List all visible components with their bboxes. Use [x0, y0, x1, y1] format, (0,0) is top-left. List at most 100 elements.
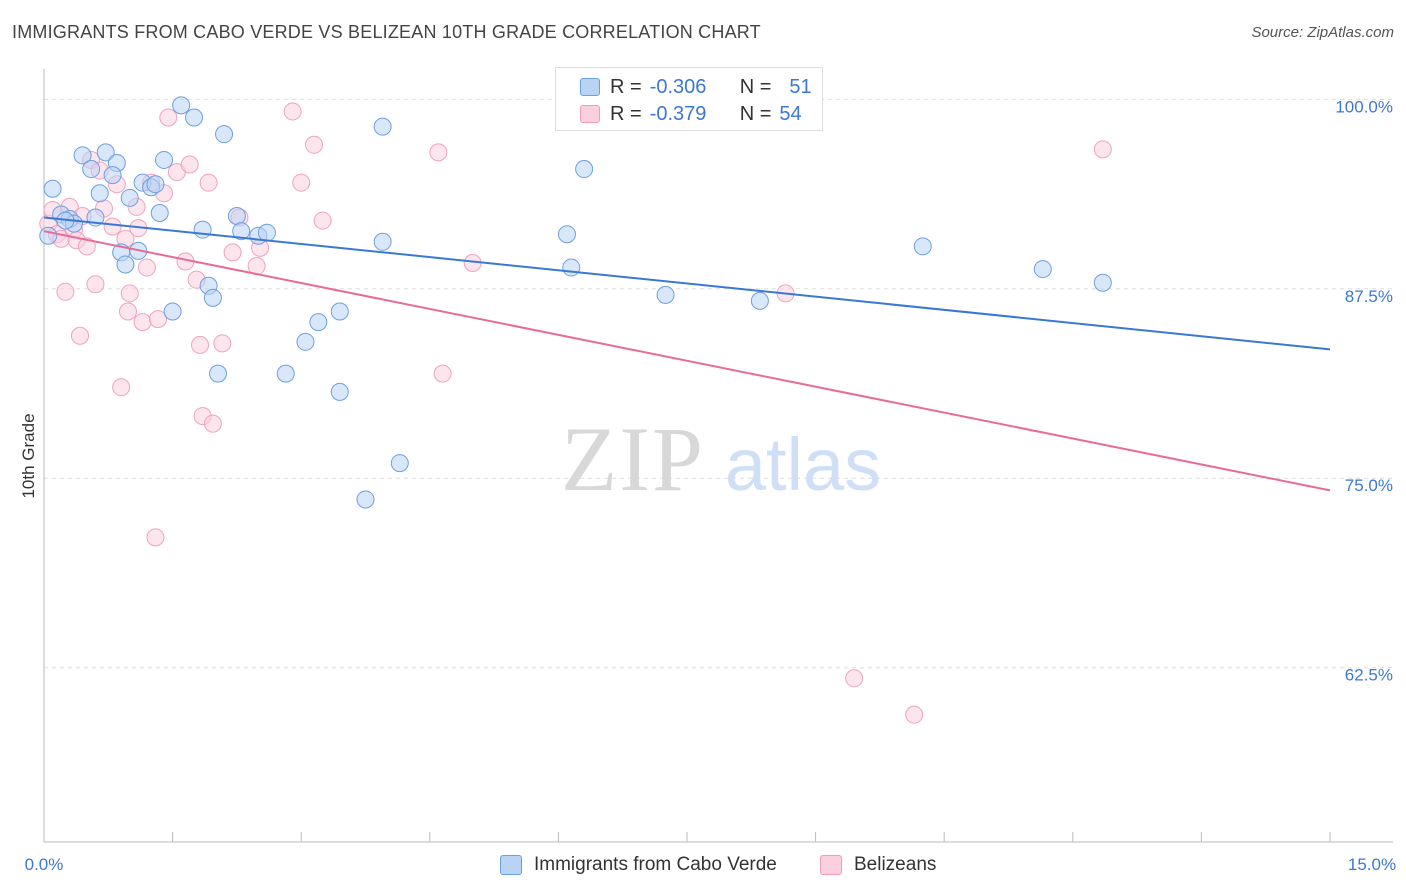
- cabo-verde-point: [203, 288, 222, 307]
- cabo-verde-point: [120, 188, 139, 207]
- series-legend: Immigrants from Cabo Verde Belizeans: [0, 852, 1406, 878]
- cabo-verde-point: [1033, 260, 1052, 279]
- cabo-verde-point: [913, 237, 932, 256]
- cabo-verde-point: [185, 108, 204, 127]
- belizeans-point: [159, 108, 178, 127]
- legend-row-cabo-verde: R = -0.306 N = 51: [580, 74, 812, 100]
- gridlines: [44, 98, 1393, 669]
- cabo-verde-points: [39, 96, 1112, 509]
- source-label: Source: ZipAtlas.com: [1251, 24, 1394, 41]
- cabo-verde-point: [750, 291, 769, 310]
- legend-item-cabo-verde: Immigrants from Cabo Verde: [500, 852, 777, 878]
- belizeans-point: [305, 135, 324, 154]
- watermark-zip: ZIP: [561, 408, 705, 510]
- blue-swatch: [580, 78, 600, 96]
- legend-row-belizeans: R = -0.379 N = 54: [580, 101, 802, 127]
- r-label: R =: [610, 75, 642, 98]
- belizeans-point: [1093, 140, 1112, 159]
- y-axis-label: 10th Grade: [19, 413, 38, 498]
- cabo-verde-point: [43, 179, 62, 198]
- cabo-verde-point: [373, 232, 392, 251]
- belizeans-point: [223, 243, 242, 262]
- belizeans-point: [146, 528, 165, 547]
- cabo-verde-point: [215, 125, 234, 144]
- r-value: -0.306: [649, 75, 707, 98]
- belizeans-point: [845, 669, 864, 688]
- cabo-verde-point: [209, 364, 228, 383]
- belizeans-point: [292, 173, 311, 192]
- cabo-verde-point: [309, 313, 328, 332]
- x-tick-label: 15.0%: [1348, 855, 1396, 874]
- y-tick-label: 75.0%: [1345, 476, 1393, 495]
- legend-item-belizeans: Belizeans: [820, 852, 936, 878]
- belizeans-point: [120, 284, 139, 303]
- cabo-verde-point: [155, 150, 174, 169]
- axes: [43, 69, 1393, 843]
- legend-label-cabo-verde: Immigrants from Cabo Verde: [534, 854, 777, 875]
- belizeans-point: [71, 326, 90, 345]
- cabo-verde-point: [330, 302, 349, 321]
- cabo-verde-point: [356, 490, 375, 509]
- cabo-verde-point: [562, 258, 581, 277]
- cabo-verde-point: [103, 166, 122, 185]
- belizeans-trendline: [43, 230, 1331, 492]
- y-tick-label: 87.5%: [1345, 287, 1393, 306]
- belizeans-point: [133, 313, 152, 332]
- cabo-verde-point: [96, 143, 115, 162]
- belizeans-point: [180, 155, 199, 174]
- n-value: 51: [789, 75, 812, 98]
- cabo-verde-point: [330, 382, 349, 401]
- belizeans-point: [149, 310, 168, 329]
- cabo-verde-point: [276, 364, 295, 383]
- cabo-verde-point: [146, 175, 165, 194]
- cabo-verde-point: [39, 226, 58, 245]
- cabo-verde-point: [193, 220, 212, 239]
- n-label: N =: [739, 102, 772, 125]
- belizeans-point: [137, 258, 156, 277]
- n-value: 54: [779, 102, 802, 125]
- r-value: -0.379: [649, 102, 707, 125]
- belizeans-point: [86, 275, 105, 294]
- belizeans-point: [56, 282, 75, 301]
- cabo-verde-point: [390, 454, 409, 473]
- belizeans-point: [213, 334, 232, 353]
- n-label: N =: [739, 75, 772, 98]
- cabo-verde-point: [296, 332, 315, 351]
- cabo-verde-point: [232, 222, 251, 241]
- cabo-verde-point: [656, 285, 675, 304]
- pink-swatch: [580, 105, 600, 123]
- cabo-verde-point: [1093, 273, 1112, 292]
- belizeans-point: [429, 143, 448, 162]
- belizeans-point: [203, 414, 222, 433]
- cabo-verde-point: [575, 160, 594, 179]
- r-label: R =: [610, 102, 642, 125]
- cabo-verde-point: [163, 302, 182, 321]
- belizeans-point: [283, 102, 302, 121]
- belizeans-point: [77, 237, 96, 256]
- blue-swatch: [500, 855, 522, 875]
- cabo-verde-point: [172, 96, 191, 115]
- stats-legend: R = -0.306 N = 51 R = -0.379 N = 54: [555, 67, 823, 131]
- trendlines: [43, 216, 1331, 492]
- belizeans-point: [103, 217, 122, 236]
- cabo-verde-point: [227, 207, 246, 226]
- belizeans-point: [905, 705, 924, 724]
- cabo-verde-trendline: [43, 216, 1331, 351]
- cabo-verde-point: [73, 146, 92, 165]
- belizeans-point: [433, 364, 452, 383]
- cabo-verde-point: [557, 225, 576, 244]
- watermark-atlas: atlas: [725, 423, 881, 506]
- chart-title: IMMIGRANTS FROM CABO VERDE VS BELIZEAN 1…: [12, 22, 761, 42]
- cabo-verde-point: [373, 117, 392, 136]
- y-tick-labels: 100.0% 87.5% 75.0% 62.5%: [1335, 97, 1393, 684]
- cabo-verde-point: [90, 184, 109, 203]
- belizeans-point: [112, 378, 131, 397]
- belizeans-point: [191, 335, 210, 354]
- cabo-verde-point: [150, 203, 169, 222]
- cabo-verde-point: [116, 255, 135, 274]
- belizeans-point: [313, 211, 332, 230]
- belizeans-point: [119, 302, 138, 321]
- y-tick-label: 62.5%: [1345, 666, 1393, 685]
- pink-swatch: [820, 855, 842, 875]
